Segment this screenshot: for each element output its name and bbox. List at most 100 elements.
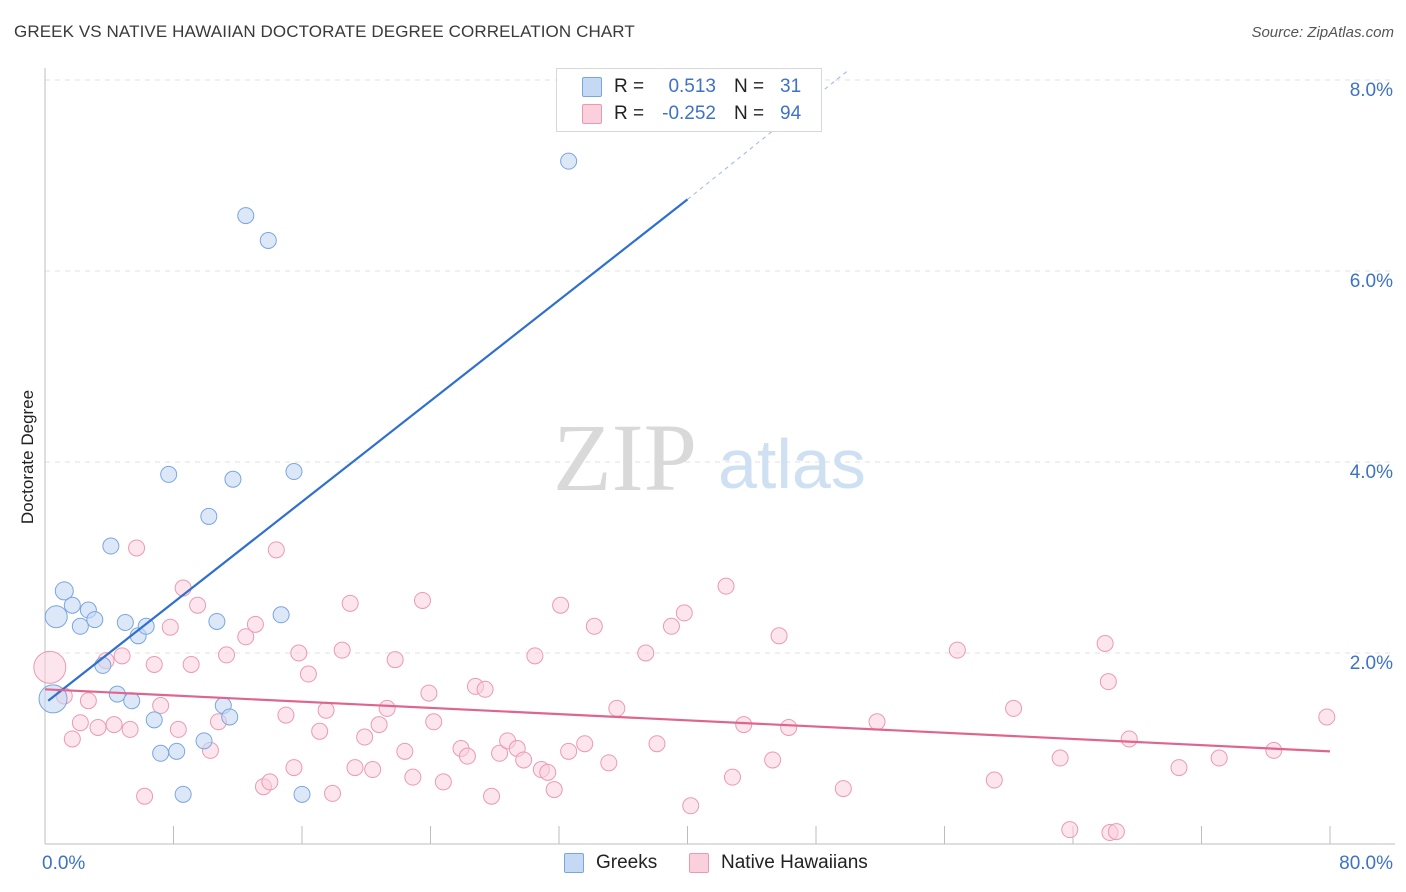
axes: 2.0% 4.0% 6.0% 8.0% 0.0% 80.0%	[42, 68, 1395, 874]
native-hawaiians-point	[237, 628, 255, 646]
legend-label-greeks: Greeks	[596, 852, 658, 873]
native-hawaiians-point	[458, 747, 476, 765]
native-hawaiians-point	[1099, 673, 1117, 691]
native-hawaiians-point	[33, 650, 67, 684]
native-hawaiians-point	[552, 596, 570, 614]
greeks-swatch	[564, 853, 584, 873]
native-hawaiians-point	[985, 771, 1003, 789]
native-hawaiians-point	[311, 722, 329, 740]
native-hawaiians-point	[71, 714, 89, 732]
native-hawaiians-point	[764, 751, 782, 769]
native-hawaiians-point	[491, 744, 509, 762]
native-hawaiians-point	[370, 716, 388, 734]
native-hawaiians-point	[356, 728, 374, 746]
legend-row-greeks: R = 0.513 N = 31	[557, 74, 820, 100]
greeks-point	[63, 596, 81, 614]
watermark-zip: ZIP	[553, 404, 697, 511]
native-hawaiians-point	[1051, 749, 1069, 767]
native-hawaiians-point	[145, 655, 163, 673]
native-hawaiians-point	[834, 780, 852, 798]
chart-title: GREEK VS NATIVE HAWAIIAN DOCTORATE DEGRE…	[14, 22, 635, 41]
native-hawaiians-point	[476, 680, 494, 698]
native-hawaiians-point	[868, 713, 886, 731]
correlation-legend: R = 0.513 N = 31 R = -0.252 N = 94	[556, 68, 822, 132]
native-hawaiians-point	[346, 759, 364, 777]
y-tick-label: 4.0%	[1350, 462, 1393, 483]
native-hawaiians-point	[717, 577, 735, 595]
native-hawaiians-point	[1210, 749, 1228, 767]
greeks-point	[195, 732, 213, 750]
native-hawaiians-point	[948, 641, 966, 659]
native-hawaiians-point	[333, 641, 351, 659]
y-tick-label: 8.0%	[1350, 80, 1393, 101]
greeks-point	[208, 612, 226, 630]
native-hawaiians-point	[585, 617, 603, 635]
native-hawaiians-point	[299, 665, 317, 683]
greeks-point	[285, 463, 303, 481]
native-hawaiians-points	[33, 539, 1336, 842]
greeks-point	[168, 742, 186, 760]
x-tick-label: 80.0%	[1339, 853, 1393, 874]
native-hawaiians-point	[682, 797, 700, 815]
native-hawaiians-point	[723, 768, 741, 786]
legend-item-greeks[interactable]: Greeks	[564, 852, 657, 874]
native-hawaiians-point	[317, 701, 335, 719]
greeks-point	[145, 711, 163, 729]
native-hawaiians-point	[105, 716, 123, 734]
native-hawaiians-point	[515, 751, 533, 769]
native-hawaiians-point	[1120, 730, 1138, 748]
greeks-point	[116, 613, 134, 631]
greeks-swatch	[582, 77, 602, 97]
greeks-point	[102, 537, 120, 555]
legend-row-native-hawaiians: R = -0.252 N = 94	[557, 101, 820, 127]
native-hawaiians-point	[341, 594, 359, 612]
native-hawaiians-point	[560, 742, 578, 760]
greeks-point	[86, 611, 104, 629]
native-hawaiians-point	[483, 787, 501, 805]
chart-source: Source: ZipAtlas.com	[1251, 24, 1394, 41]
legend-r-value: -0.252	[662, 103, 716, 124]
native-hawaiians-point	[161, 618, 179, 636]
native-hawaiians-point	[539, 763, 557, 781]
greeks-point	[221, 708, 239, 726]
native-hawaiians-point	[152, 697, 170, 715]
greeks-point	[293, 785, 311, 803]
native-hawaiians-point	[770, 627, 788, 645]
greeks-point	[560, 152, 578, 170]
native-hawaiians-point	[277, 706, 295, 724]
legend-n-label: N =	[734, 103, 765, 124]
native-hawaiians-point	[364, 761, 382, 779]
native-hawaiians-point	[608, 699, 626, 717]
native-hawaiians-swatch	[689, 853, 709, 873]
native-hawaiians-point	[136, 787, 154, 805]
native-hawaiians-point	[780, 718, 798, 736]
greeks-point	[152, 744, 170, 762]
native-hawaiians-point	[189, 596, 207, 614]
greeks-point	[200, 507, 218, 525]
native-hawaiians-point	[1005, 699, 1023, 717]
native-hawaiians-point	[1318, 708, 1336, 726]
greeks-point	[54, 581, 74, 601]
y-axis-title: Doctorate Degree	[18, 390, 37, 524]
greeks-point	[94, 656, 112, 674]
native-hawaiians-point	[246, 615, 264, 633]
greeks-point	[137, 617, 155, 635]
legend-item-native-hawaiians[interactable]: Native Hawaiians	[689, 852, 868, 874]
native-hawaiians-point	[1170, 759, 1188, 777]
native-hawaiians-point	[576, 735, 594, 753]
y-tick-label: 2.0%	[1350, 653, 1393, 674]
native-hawaiians-point	[290, 644, 308, 662]
native-hawaiians-point	[324, 784, 342, 802]
native-hawaiians-point	[128, 539, 146, 557]
native-hawaiians-trend-line	[44, 688, 1331, 753]
greeks-point	[272, 606, 290, 624]
native-hawaiians-point	[89, 718, 107, 736]
native-hawaiians-point	[425, 713, 443, 731]
greeks-trend-line	[47, 198, 689, 702]
native-hawaiians-point	[526, 647, 544, 665]
native-hawaiians-point	[79, 692, 97, 710]
native-hawaiians-point	[121, 720, 139, 738]
native-hawaiians-point	[420, 684, 438, 702]
greeks-point	[160, 465, 178, 483]
watermark-atlas: atlas	[718, 425, 866, 503]
